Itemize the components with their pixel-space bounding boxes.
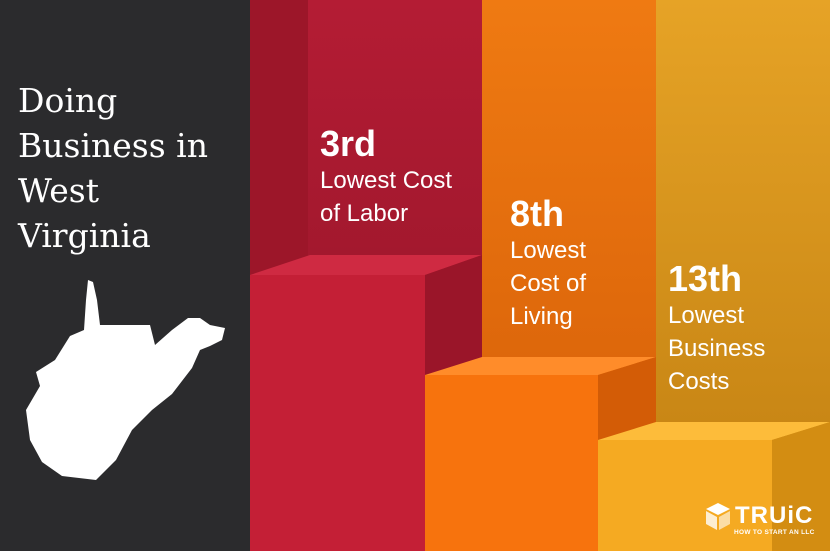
rank-label: Lowest Cost of Living [510,234,586,333]
text-line: of Labor [320,200,409,227]
text-line: Costs [668,368,730,395]
ranking: 13th Lowest Business Costs [668,259,765,398]
text-line: Living [510,303,573,330]
text-line: Lowest Cost [320,167,453,194]
logo-icon [706,503,730,530]
text-line: Business in [18,126,208,165]
text-line: Lowest [668,302,745,329]
rank: 13th [668,258,743,299]
title: Doing Business in West Virginia [18,78,208,258]
logo-tagline: HOW TO START AN LLC [734,529,815,536]
state-map [26,280,225,480]
text-line: Lowest [510,237,587,264]
rank: 3rd [320,123,377,164]
rank-label: Lowest Cost of Labor [320,164,452,230]
ranking: 3rd Lowest Cost of Labor [320,124,452,230]
ranking: 8th Lowest Cost of Living [510,194,586,333]
text-line: Business [668,335,766,362]
text-line: West [18,171,99,210]
rank: 8th [510,193,564,234]
text-line: Virginia [18,216,151,255]
text-line: Doing [18,81,118,120]
text-line: Cost of [510,270,587,297]
logo-name: TRUiC [735,502,814,529]
rank-label: Lowest Business Costs [668,299,765,398]
